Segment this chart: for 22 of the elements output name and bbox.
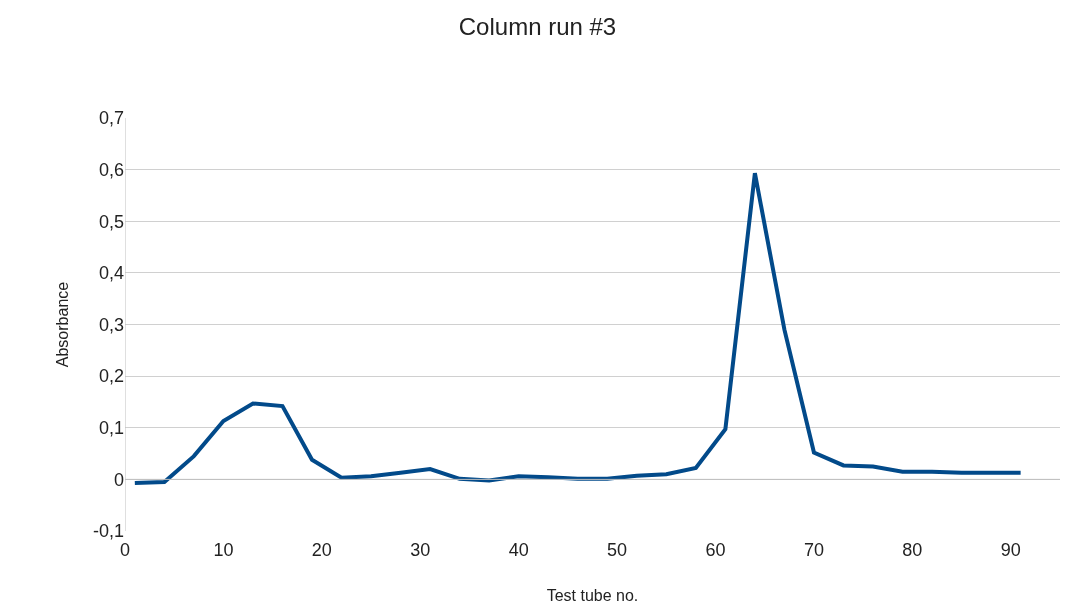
x-axis-title: Test tube no. xyxy=(546,586,639,604)
x-tick-label: 80 xyxy=(902,540,923,560)
x-tick-label: 50 xyxy=(607,540,628,560)
y-tick-label: -0,1 xyxy=(92,521,124,542)
y-tick-label: 0,2 xyxy=(98,366,124,387)
y-axis-title: Absorbance xyxy=(53,281,71,368)
y-tick-label: 0,7 xyxy=(98,108,124,129)
y-tick-label: 0 xyxy=(113,469,124,490)
x-tick-label: 90 xyxy=(1000,540,1021,560)
line-series xyxy=(132,171,1023,485)
x-tick-label: 10 xyxy=(213,540,234,560)
x-tick-label: 30 xyxy=(410,540,431,560)
x-tick-label: 40 xyxy=(508,540,529,560)
x-tick-label: 70 xyxy=(803,540,824,560)
y-tick-label: 0,5 xyxy=(98,211,124,232)
y-tick-label: 0,4 xyxy=(98,263,124,284)
y-tick-label: 0,1 xyxy=(98,418,124,439)
y-tick-label: 0,6 xyxy=(98,159,124,180)
chart-title: Column run #3 xyxy=(458,13,617,41)
x-tick-label: 20 xyxy=(311,540,332,560)
x-tick-label: 60 xyxy=(705,540,726,560)
y-tick-label: 0,3 xyxy=(98,314,124,335)
